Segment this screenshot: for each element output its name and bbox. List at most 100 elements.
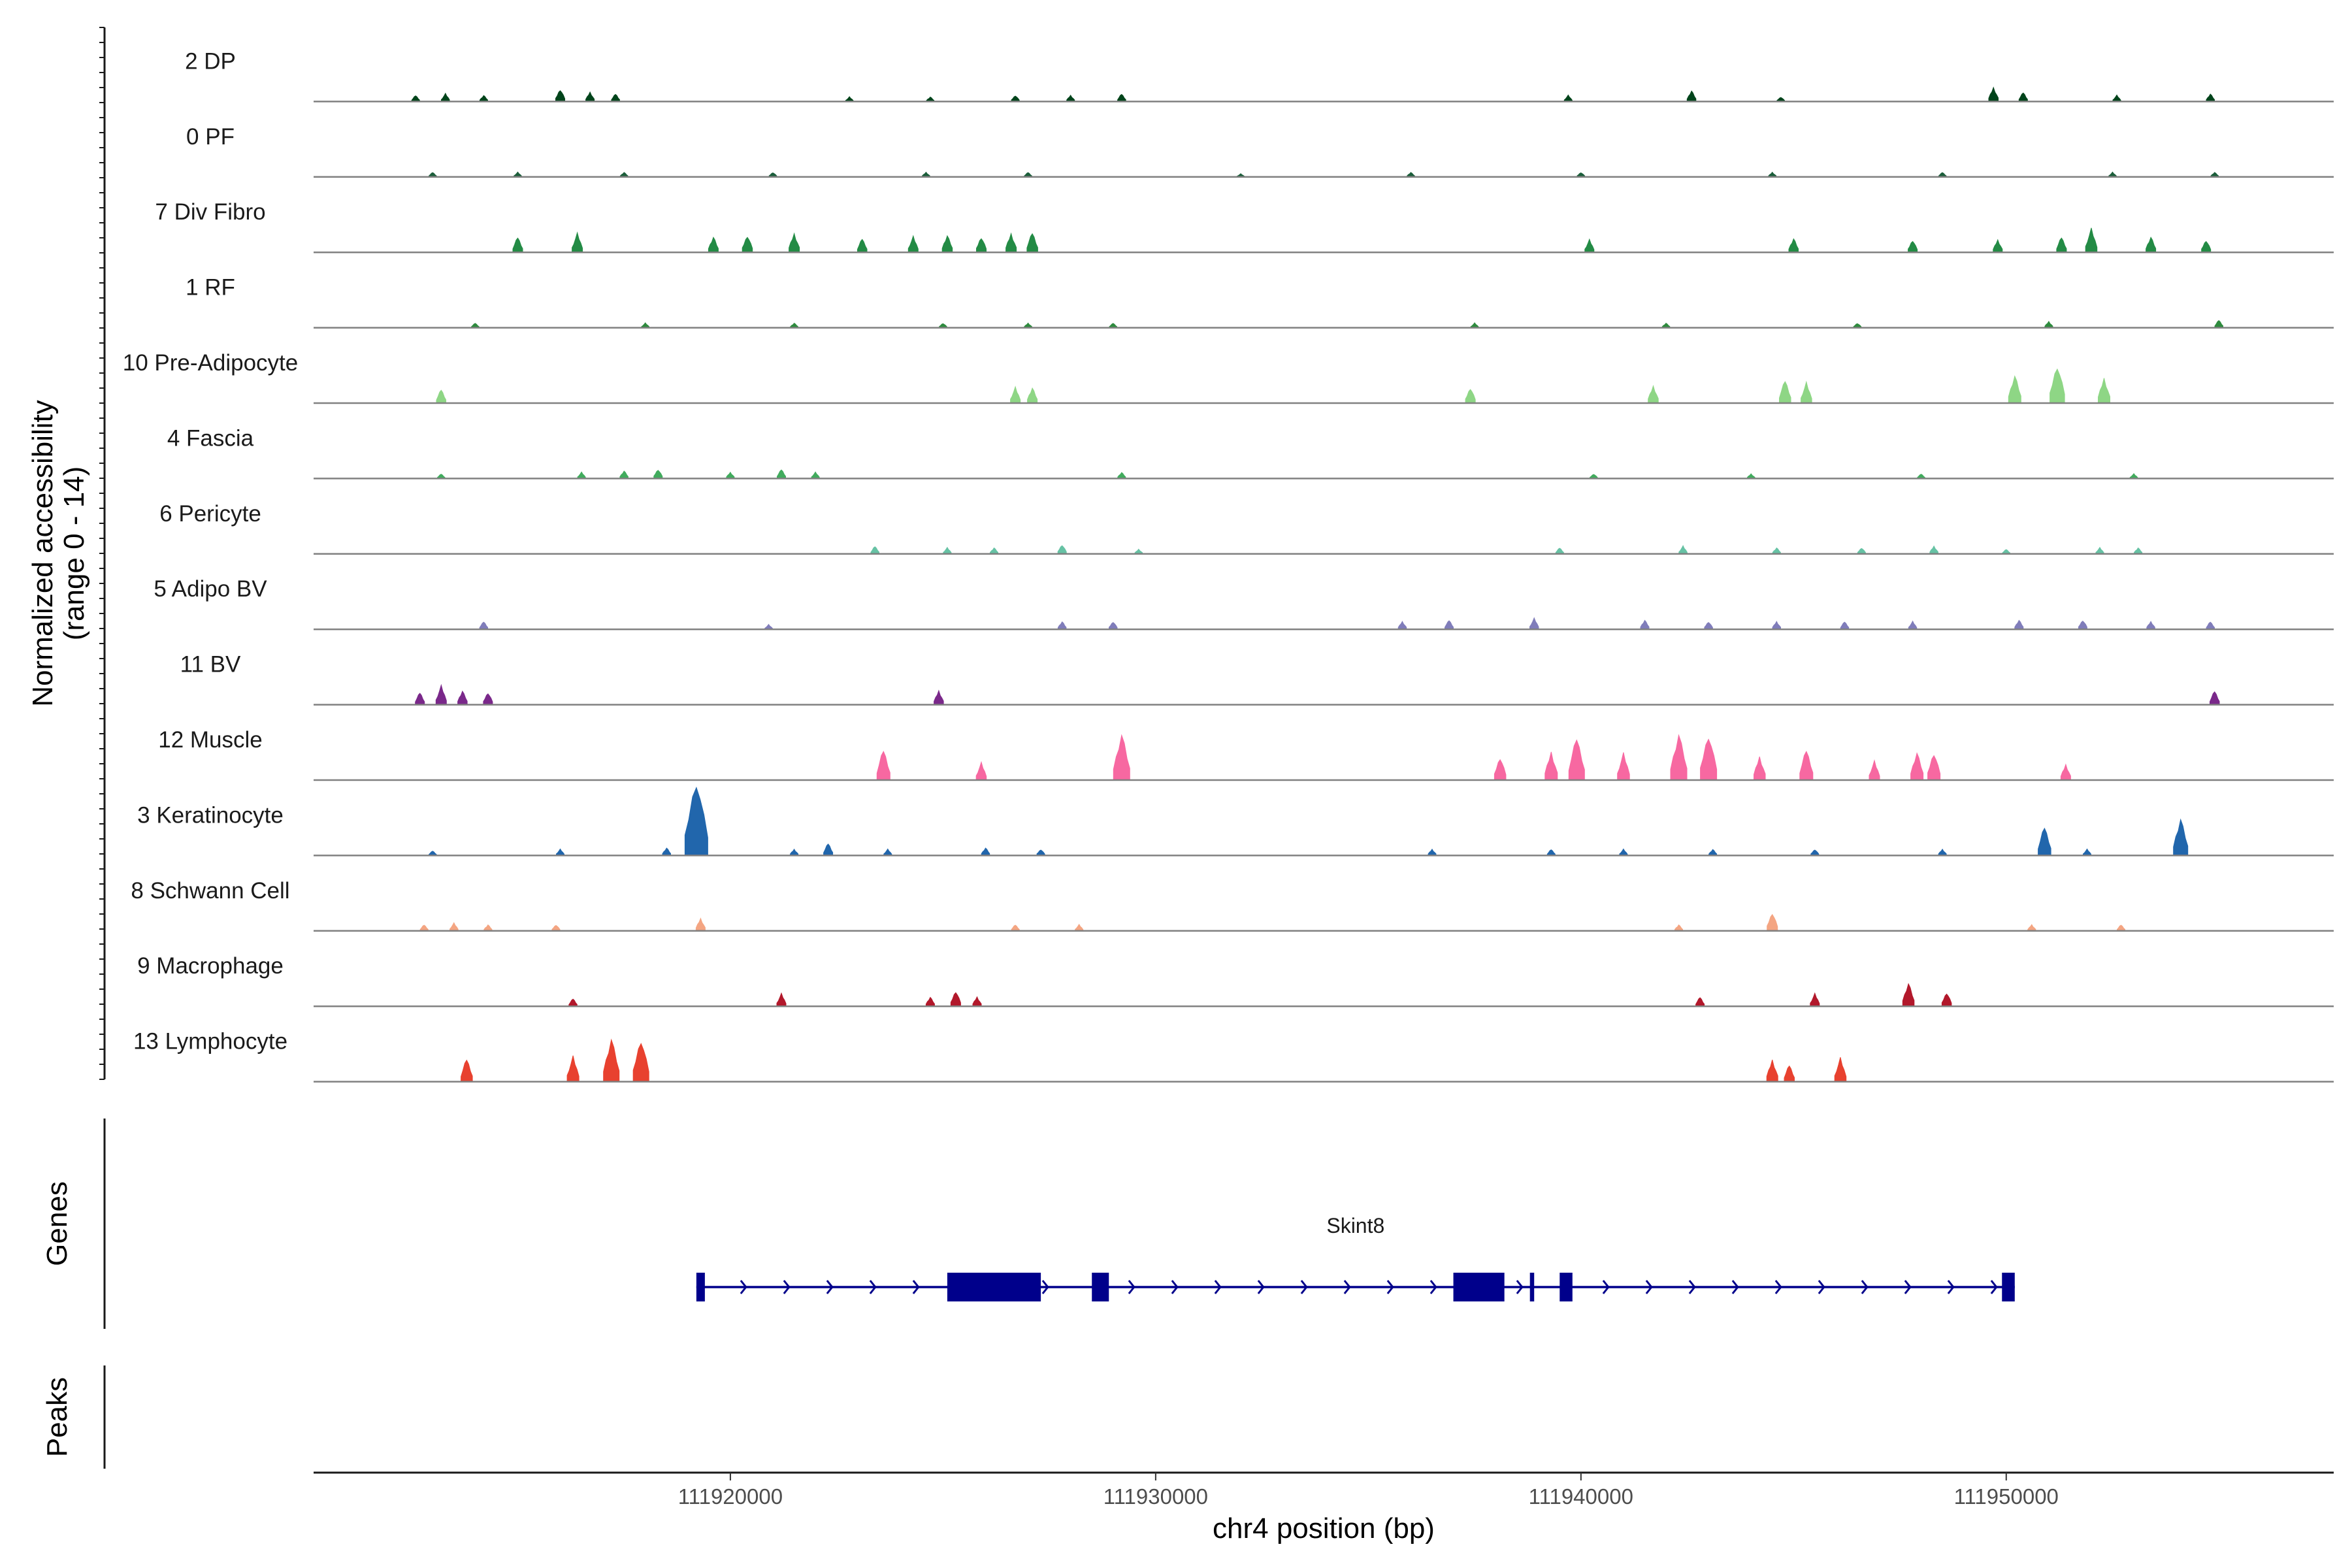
coverage-peak (708, 237, 719, 253)
track-11: 3 Keratinocyte (137, 786, 2334, 857)
coverage-peak (1584, 238, 1595, 253)
peaks-panel-label: Peaks (41, 1377, 73, 1457)
coverage-peak (1908, 620, 1918, 630)
track-label: 5 Adipo BV (154, 576, 267, 602)
coverage-peak (1494, 759, 1507, 781)
coverage-peak (568, 998, 578, 1007)
coverage-peak (1993, 238, 2003, 253)
coverage-peak (653, 470, 663, 479)
coverage-peak (1910, 752, 1924, 781)
coverage-peak (632, 1043, 649, 1083)
coverage-peak (1840, 621, 1850, 630)
coverage-peak (1767, 913, 1778, 932)
coverage-peak (1869, 759, 1880, 781)
track-13: 9 Macrophage (137, 953, 2334, 1007)
coverage-peak (555, 90, 565, 102)
coverage-peak (1648, 384, 1659, 404)
track-14: 13 Lymphocyte (133, 1029, 2334, 1083)
coverage-peak (1678, 545, 1688, 555)
track-10: 12 Muscle (158, 727, 2334, 781)
coverage-peak (1057, 621, 1067, 630)
strand-arrow (1343, 1280, 1351, 1294)
track-6: 4 Fascia (167, 425, 2334, 480)
coverage-peak (2060, 763, 2071, 781)
strand-arrow (1774, 1280, 1782, 1294)
y-axis: Normalized accessibility (range 0 - 14) (27, 27, 106, 1080)
coverage-peak (1027, 387, 1038, 404)
exon (2002, 1273, 2015, 1301)
coverage-peak (857, 238, 868, 253)
coverage-peak (1941, 993, 1952, 1007)
strand-arrow (1947, 1280, 1955, 1294)
coverage-peak (2146, 237, 2157, 253)
coverage-peak (1801, 380, 1812, 404)
coverage-peak (512, 237, 523, 253)
coverage-peak (662, 847, 671, 856)
coverage-peak (2214, 320, 2223, 329)
track-label: 8 Schwann Cell (131, 878, 289, 904)
coverage-peak (1109, 622, 1118, 630)
coverage-peak (1005, 232, 1017, 253)
coverage-peak (2098, 378, 2110, 404)
track-label: 0 PF (186, 124, 235, 150)
track-label: 11 BV (180, 652, 241, 678)
track-2: 0 PF (186, 124, 2334, 178)
coverage-peak (1766, 1059, 1778, 1083)
x-tick-label: 111950000 (1954, 1484, 2059, 1509)
strand-arrow (1904, 1280, 1912, 1294)
strand-arrow (1041, 1280, 1049, 1294)
coverage-peak (941, 235, 953, 253)
track-label: 12 Muscle (158, 727, 263, 753)
coverage-peak (1772, 621, 1781, 630)
strand-arrow (1731, 1280, 1739, 1294)
x-axis: 111920000 111930000 111940000 111950000 chr4… (314, 1471, 2334, 1544)
track-label: 2 DP (185, 48, 236, 74)
x-tick-label: 111940000 (1529, 1484, 1633, 1509)
strand-arrow (1257, 1280, 1265, 1294)
coverage-peak (479, 621, 489, 630)
track-3: 7 Div Fibro (155, 199, 2334, 253)
coverage-peak (2206, 93, 2215, 102)
coverage-peak (981, 847, 990, 856)
coverage-peak (415, 693, 425, 706)
coverage-peak (457, 690, 468, 706)
coverage-peak (572, 231, 583, 253)
track-label: 3 Keratinocyte (137, 802, 284, 828)
track-label: 13 Lymphocyte (133, 1029, 287, 1054)
coverage-peak (1544, 751, 1558, 781)
coverage-peak (2038, 827, 2051, 856)
coverage-peak (1908, 240, 1918, 253)
coverage-peak (695, 917, 706, 932)
coverage-peak (2173, 818, 2189, 856)
strand-arrow (1128, 1280, 1135, 1294)
coverage-peak (1670, 734, 1688, 781)
x-axis-label: chr4 position (bp) (1213, 1512, 1435, 1544)
coverage-peak (876, 751, 890, 781)
coverage-peak (1117, 93, 1126, 102)
exon (1453, 1273, 1505, 1301)
strand-arrow (1990, 1280, 1998, 1294)
track-label: 7 Div Fibro (155, 199, 265, 225)
coverage-peak (2078, 621, 2087, 630)
strand-arrow (1171, 1280, 1179, 1294)
coverage-peak (611, 93, 620, 102)
coverage-peak (585, 91, 595, 102)
coverage-peak (1686, 90, 1697, 102)
coverage-peak (566, 1055, 580, 1083)
coverage-peak (441, 92, 450, 102)
coverage-peak (2201, 240, 2212, 253)
coverage-peak (1529, 617, 1539, 630)
track-12: 8 Schwann Cell (131, 878, 2334, 932)
coverage-peak (925, 996, 935, 1007)
genes-panel-label: Genes (41, 1181, 73, 1266)
strand-arrow (1386, 1280, 1394, 1294)
coverage-peak (1465, 389, 1476, 404)
coverage-peak (1617, 752, 1630, 781)
coverage-peak (1754, 756, 1766, 781)
coverage-peak (2206, 621, 2215, 630)
coverage-peak (975, 760, 987, 781)
track-9: 11 BV (180, 652, 2334, 706)
coverage-peak (619, 470, 629, 479)
